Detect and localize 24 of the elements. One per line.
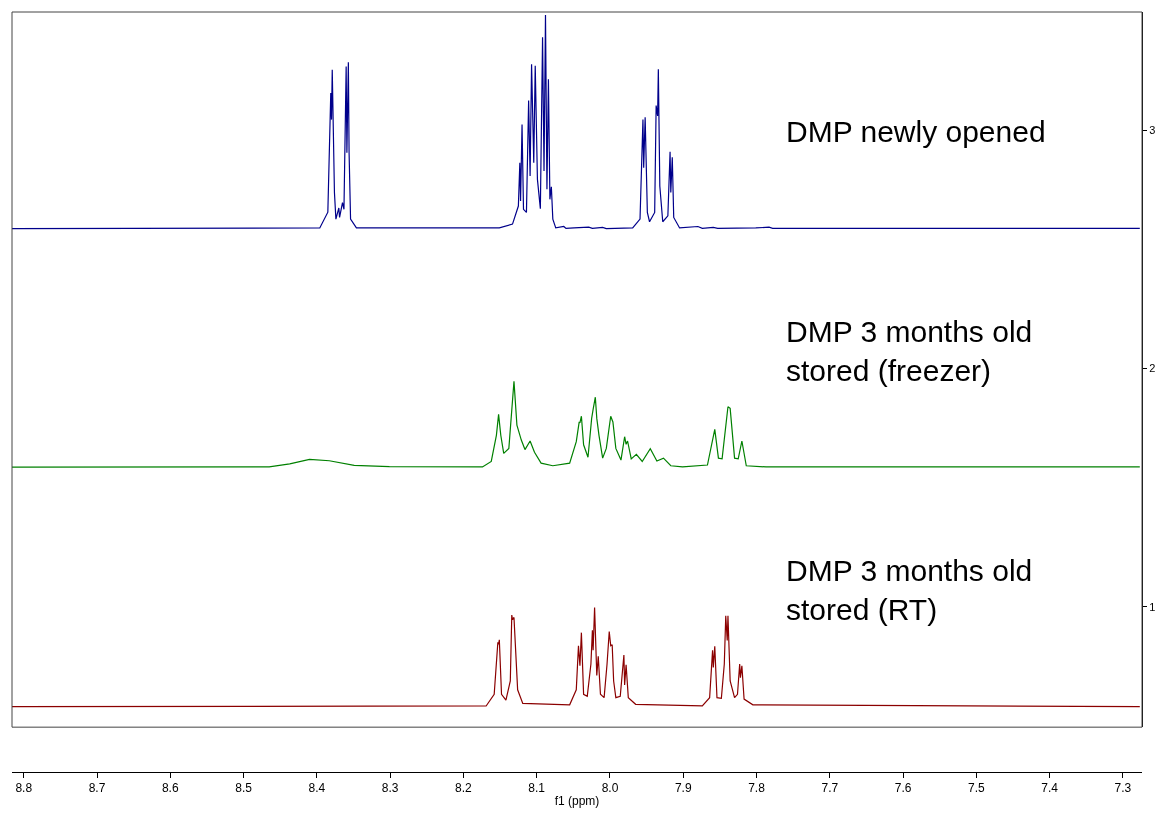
x-tick-label: 8.7 xyxy=(88,781,106,796)
x-tick-label: 7.8 xyxy=(748,781,766,796)
x-tick-label: 7.6 xyxy=(894,781,912,796)
text: DMP newly opened xyxy=(786,115,1046,148)
x-tick-label: 7.3 xyxy=(1114,781,1132,796)
x-tick-label: 8.2 xyxy=(455,781,473,796)
x-tick-label: 7.4 xyxy=(1041,781,1059,796)
x-tick-label: 8.3 xyxy=(381,781,399,796)
y-tick-label: 3 xyxy=(1149,124,1156,137)
x-tick-label: 7.9 xyxy=(674,781,692,796)
x-tick-label: 8.6 xyxy=(161,781,179,796)
series-label: DMP 3 months old stored (RT) xyxy=(786,554,1033,626)
x-tick-label: 8.8 xyxy=(15,781,33,796)
x-tick-label: 8.5 xyxy=(235,781,253,796)
x-tick-label: 8.1 xyxy=(528,781,546,796)
x-tick-label: 8.4 xyxy=(308,781,326,796)
y-tick-label: 1 xyxy=(1149,600,1156,613)
y-tick-label: 2 xyxy=(1149,362,1156,375)
line-series xyxy=(12,14,1141,230)
x-tick-label: 8.0 xyxy=(601,781,619,796)
x-tick-label: 7.7 xyxy=(821,781,839,796)
series-label: DMP 3 months old stored (freezer) xyxy=(786,315,1033,387)
x-tick-label: 7.5 xyxy=(968,781,986,796)
x-axis-title: f1 (ppm) xyxy=(554,794,600,809)
